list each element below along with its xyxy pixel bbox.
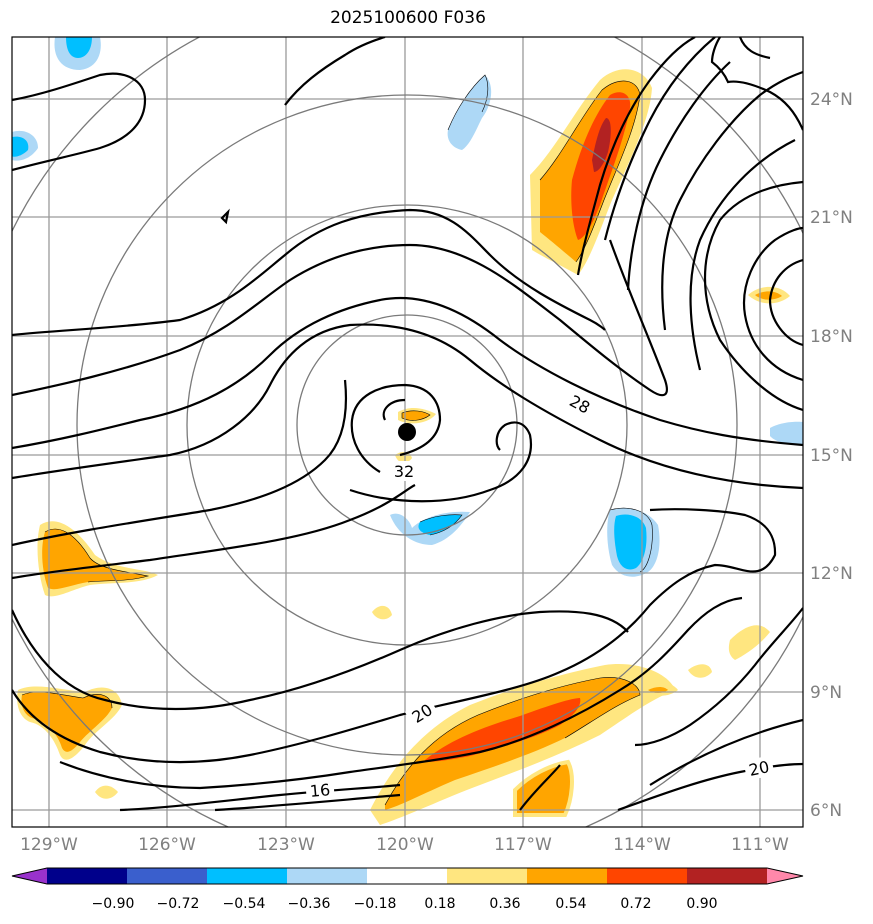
lon-label: 111°W (731, 835, 789, 855)
graticule (12, 37, 803, 827)
colorbar-swatch (127, 868, 208, 884)
contour-label-32: 32 (394, 462, 414, 481)
lat-label: 21°N (810, 208, 853, 228)
lat-label: 12°N (810, 564, 853, 584)
colorbar-tick-label: −0.54 (223, 896, 266, 912)
lon-label: 126°W (138, 835, 196, 855)
lon-label: 114°W (613, 835, 671, 855)
colorbar-swatch (367, 868, 448, 884)
lon-label: 120°W (376, 835, 434, 855)
colorbar-tick-label: 0.90 (686, 896, 717, 912)
lon-label: 129°W (20, 835, 78, 855)
colorbar-swatch (447, 868, 528, 884)
colorbar-tick-label: −0.36 (288, 896, 331, 912)
lat-tick-labels: 24°N 21°N 18°N 15°N 12°N 9°N 6°N (810, 90, 853, 821)
lat-label: 6°N (810, 801, 842, 821)
colorbar-swatch (767, 868, 803, 884)
colorbar-tick-label: 0.72 (620, 896, 651, 912)
colorbar-swatch (12, 868, 47, 884)
colorbar-tick-label: −0.90 (92, 896, 135, 912)
colorbar-swatch (527, 868, 608, 884)
map-title: 2025100600 F036 (330, 8, 486, 28)
colorbar-swatch (47, 868, 128, 884)
map-frame (11, 36, 804, 828)
contour-label-16: 16 (309, 780, 331, 801)
colorbar: −0.90 −0.72 −0.54 −0.36 −0.18 0.18 0.36 … (11, 867, 804, 912)
lat-label: 24°N (810, 90, 853, 110)
colorbar-swatch (287, 868, 368, 884)
colorbar-tick-label: 0.54 (555, 896, 586, 912)
lat-label: 18°N (810, 327, 853, 347)
lat-label: 15°N (810, 446, 853, 466)
lon-label: 117°W (494, 835, 552, 855)
colorbar-swatch (607, 868, 688, 884)
colorbar-swatches (12, 868, 803, 884)
colorbar-tick-label: −0.72 (157, 896, 200, 912)
lon-tick-labels: 129°W 126°W 123°W 120°W 117°W 114°W 111°… (20, 835, 789, 855)
colorbar-tick-label: 0.18 (424, 896, 455, 912)
lat-label: 9°N (810, 683, 842, 703)
heavy-contours (12, 37, 803, 812)
colorbar-tick-labels: −0.90 −0.72 −0.54 −0.36 −0.18 0.18 0.36 … (92, 896, 718, 912)
range-rings (12, 37, 803, 827)
storm-center-marker (398, 423, 416, 441)
lon-label: 123°W (257, 835, 315, 855)
contour-label-20-east: 20 (747, 757, 771, 780)
colorbar-tick-label: 0.36 (489, 896, 520, 912)
colorbar-swatch (687, 868, 768, 884)
colorbar-tick-label: −0.18 (354, 896, 397, 912)
colorbar-swatch (207, 868, 288, 884)
